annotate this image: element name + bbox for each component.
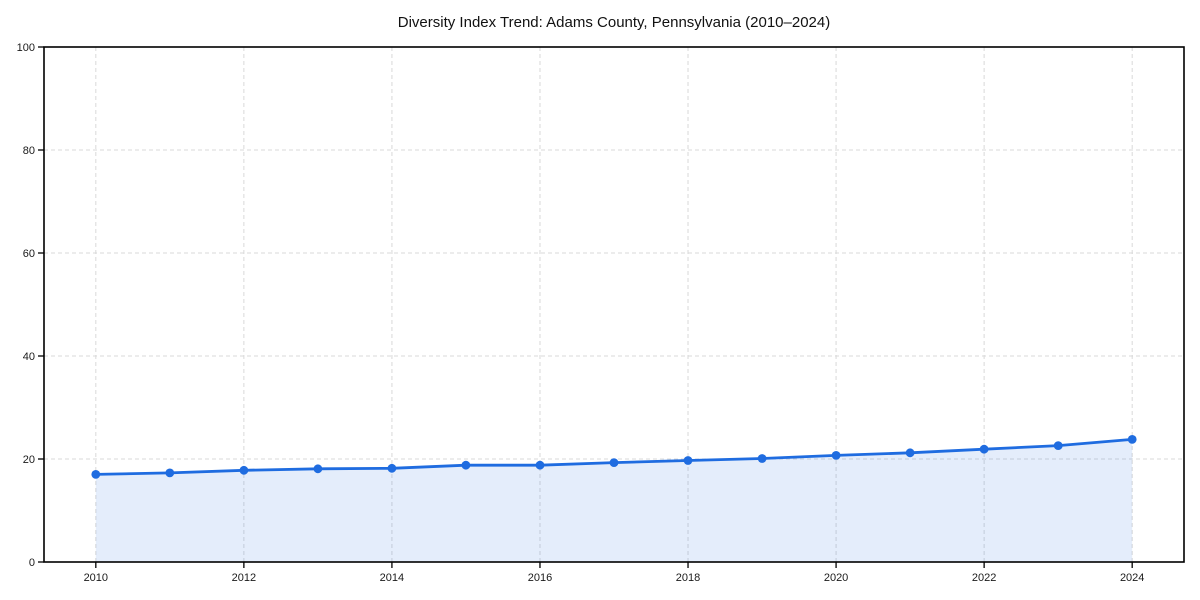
data-point: [831, 451, 841, 460]
plot-border: [43, 46, 1185, 563]
x-tick-label: 2012: [232, 572, 256, 584]
data-point: [1053, 441, 1063, 450]
chart-title: Diversity Index Trend: Adams County, Pen…: [398, 14, 830, 31]
data-point: [1127, 435, 1137, 444]
data-point: [387, 463, 397, 473]
data-point: [979, 444, 989, 454]
data-point: [535, 460, 545, 470]
y-tick-label: 20: [23, 454, 35, 466]
y-tick-label: 100: [17, 42, 35, 54]
data-point: [461, 460, 471, 470]
data-point: [905, 448, 915, 458]
data-point: [313, 464, 323, 474]
y-tick-label: 0: [29, 557, 35, 569]
data-point: [91, 470, 101, 479]
plot-area: 2010 2012 2014 2016 2018 2020 2022 2024 0 20 40 60 8…: [17, 42, 1185, 584]
data-point: [757, 454, 767, 463]
x-tick-label: 2024: [1120, 572, 1144, 584]
data-point: [239, 465, 249, 475]
data-point: [609, 458, 619, 467]
x-tick-label: 2010: [84, 572, 108, 584]
y-tick-label: 40: [23, 351, 35, 363]
data-point: [165, 468, 175, 478]
area-fill: [95, 439, 1133, 562]
x-tick-label: 2020: [824, 572, 848, 584]
data-point: [683, 456, 693, 465]
x-tick-label: 2018: [676, 572, 700, 584]
x-tick-label: 2014: [380, 572, 404, 584]
x-tick-label: 2022: [972, 572, 996, 584]
y-tick-label: 80: [23, 145, 35, 157]
y-tick-label: 60: [23, 248, 35, 260]
x-tick-label: 2016: [528, 572, 552, 584]
